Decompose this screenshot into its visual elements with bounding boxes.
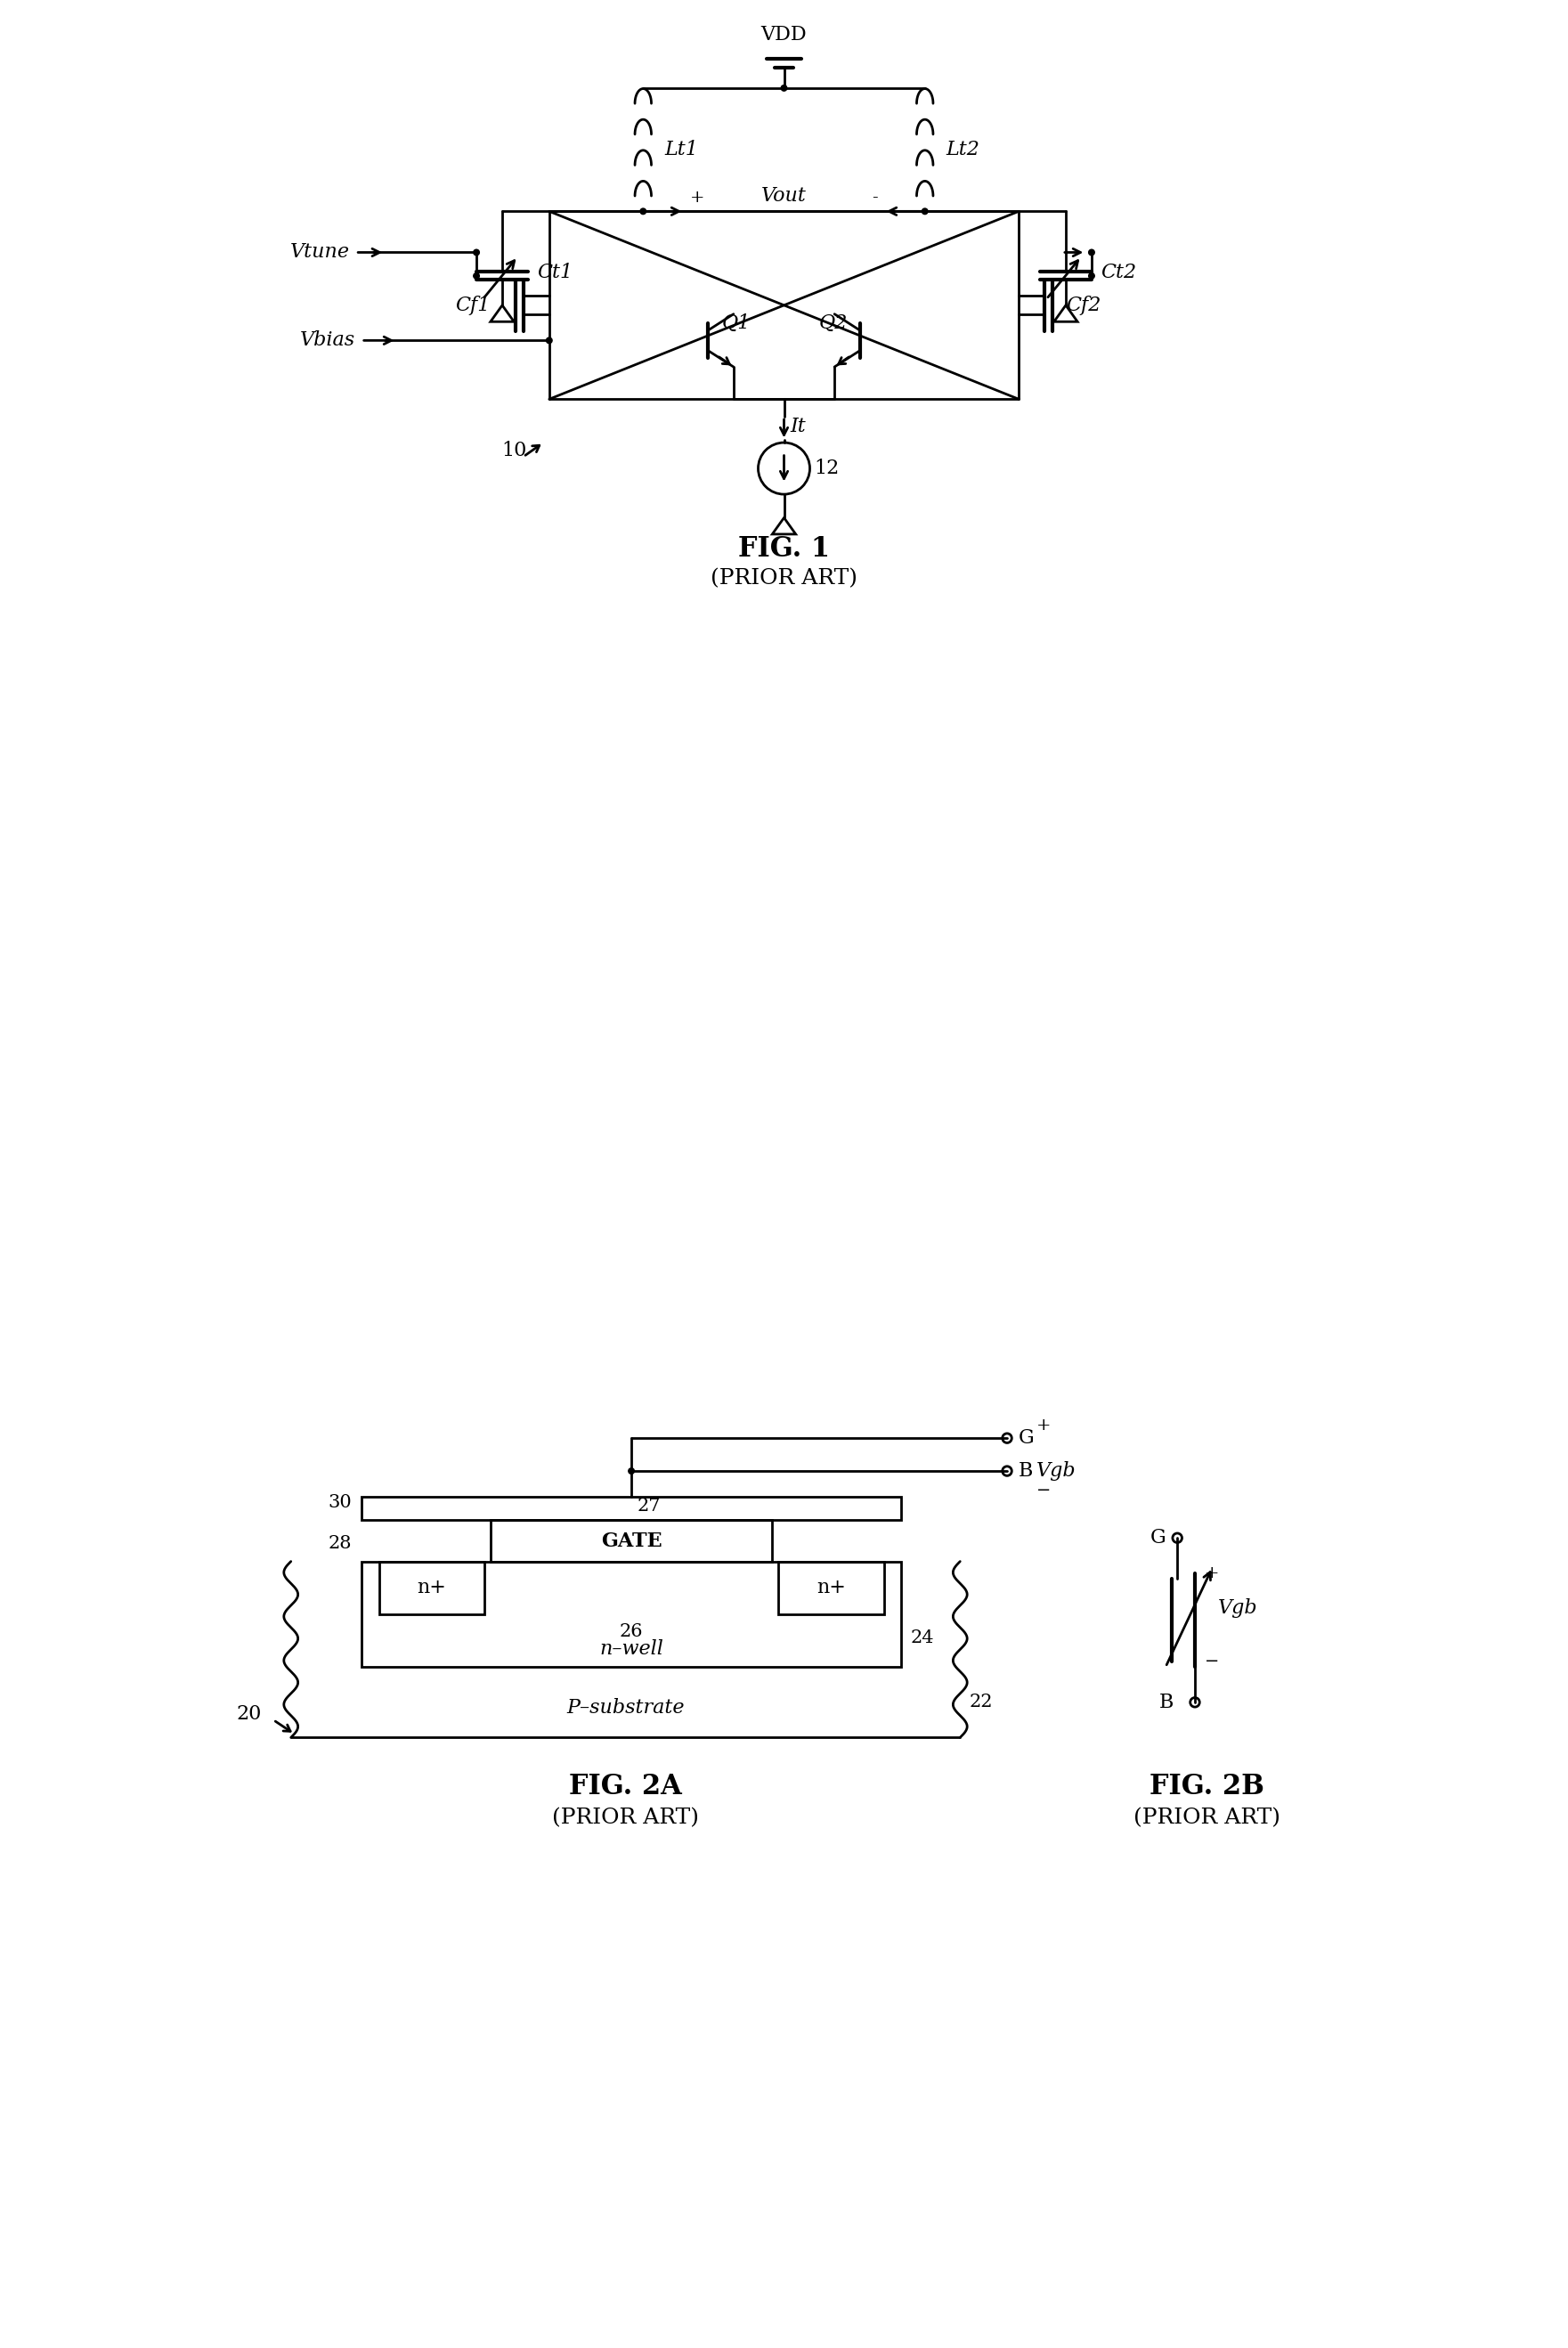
Bar bbox=[778, 1561, 884, 1615]
Text: Q1: Q1 bbox=[721, 312, 751, 333]
Text: n+: n+ bbox=[417, 1578, 447, 1597]
Text: Ct2: Ct2 bbox=[1101, 263, 1137, 282]
Circle shape bbox=[640, 209, 646, 214]
Text: B: B bbox=[1019, 1460, 1033, 1482]
Circle shape bbox=[546, 338, 552, 343]
Circle shape bbox=[781, 85, 787, 92]
Text: 20: 20 bbox=[237, 1705, 262, 1723]
Text: 30: 30 bbox=[328, 1493, 351, 1512]
Text: 28: 28 bbox=[328, 1536, 351, 1552]
Bar bbox=[361, 1498, 902, 1522]
Bar bbox=[361, 1561, 902, 1667]
Text: 24: 24 bbox=[911, 1630, 935, 1646]
Circle shape bbox=[1088, 272, 1094, 279]
Text: 27: 27 bbox=[637, 1498, 660, 1514]
Text: n–well: n–well bbox=[599, 1639, 663, 1660]
Text: +: + bbox=[1204, 1566, 1218, 1580]
Text: Q2: Q2 bbox=[818, 312, 848, 333]
Text: B: B bbox=[1159, 1693, 1174, 1712]
Text: Ct1: Ct1 bbox=[538, 263, 574, 282]
Text: VDD: VDD bbox=[760, 26, 808, 45]
Circle shape bbox=[474, 272, 480, 279]
Text: 22: 22 bbox=[969, 1693, 993, 1712]
Text: (PRIOR ART): (PRIOR ART) bbox=[1134, 1808, 1279, 1829]
Text: G: G bbox=[1149, 1529, 1165, 1547]
Bar bbox=[491, 1522, 773, 1561]
Text: G: G bbox=[1019, 1428, 1035, 1449]
Text: Vgb: Vgb bbox=[1218, 1599, 1258, 1618]
Text: Lt2: Lt2 bbox=[946, 141, 980, 160]
Text: 12: 12 bbox=[814, 458, 840, 479]
Text: Vbias: Vbias bbox=[299, 331, 356, 350]
Text: Cf1: Cf1 bbox=[455, 296, 491, 315]
Text: -: - bbox=[872, 190, 878, 204]
Text: 26: 26 bbox=[619, 1625, 643, 1641]
Text: Vgb: Vgb bbox=[1036, 1460, 1076, 1482]
Text: FIG. 1: FIG. 1 bbox=[739, 535, 829, 564]
Text: −: − bbox=[1204, 1653, 1218, 1669]
Text: Vtune: Vtune bbox=[290, 242, 350, 263]
Text: FIG. 2A: FIG. 2A bbox=[569, 1773, 682, 1801]
Text: −: − bbox=[1036, 1484, 1051, 1498]
Text: +: + bbox=[1036, 1418, 1051, 1432]
Text: FIG. 2B: FIG. 2B bbox=[1149, 1773, 1264, 1801]
Text: It: It bbox=[790, 416, 806, 437]
Text: 10: 10 bbox=[502, 441, 527, 460]
Text: (PRIOR ART): (PRIOR ART) bbox=[710, 568, 858, 589]
Circle shape bbox=[922, 209, 928, 214]
Text: GATE: GATE bbox=[601, 1531, 662, 1550]
Text: Vout: Vout bbox=[762, 185, 806, 204]
Text: Lt1: Lt1 bbox=[665, 141, 698, 160]
Circle shape bbox=[629, 1468, 635, 1475]
Text: +: + bbox=[690, 190, 704, 204]
Text: n+: n+ bbox=[817, 1578, 845, 1597]
Circle shape bbox=[474, 249, 480, 256]
Text: Cf2: Cf2 bbox=[1066, 296, 1101, 315]
Circle shape bbox=[1088, 249, 1094, 256]
Bar bbox=[379, 1561, 485, 1615]
Text: (PRIOR ART): (PRIOR ART) bbox=[552, 1808, 699, 1829]
Text: P–substrate: P–substrate bbox=[566, 1698, 685, 1719]
